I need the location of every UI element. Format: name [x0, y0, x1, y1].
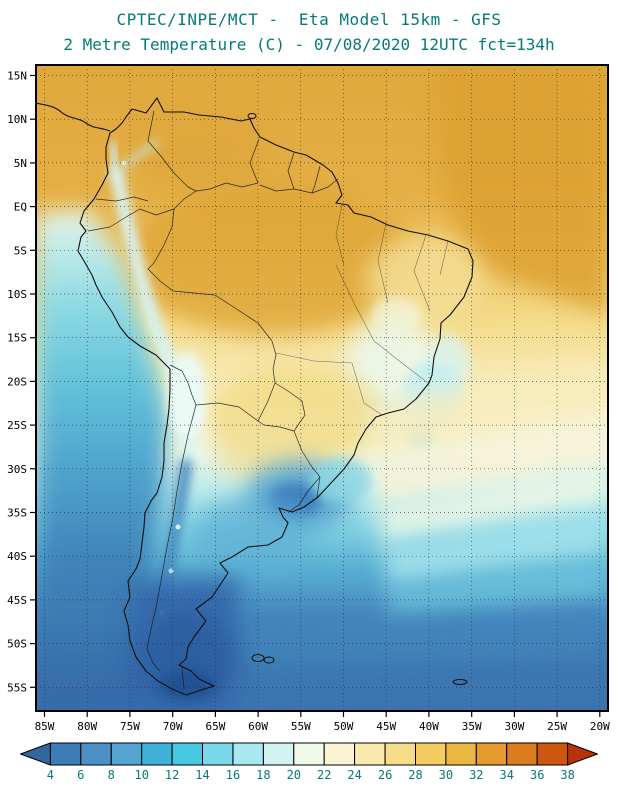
plot-title: CPTEC/INPE/MCT - Eta Model 15km - GFS: [116, 10, 502, 29]
lon-label: 50W: [334, 720, 354, 733]
graticule-grid: [36, 65, 608, 711]
colorbar-segment: [506, 742, 538, 766]
colorbar-segment: [323, 742, 356, 766]
lat-label: 5S: [14, 244, 27, 257]
colorbar-segment: [475, 742, 508, 766]
colorbar-segment: [536, 742, 569, 766]
colorbar-label: 28: [408, 768, 422, 782]
colorbar-segment: [80, 742, 112, 766]
colorbar-segment: [202, 742, 234, 766]
coastline: [36, 97, 474, 696]
colorbar-label: 8: [108, 768, 115, 782]
colorbar-label: 20: [287, 768, 301, 782]
longitude-axis: 85W 80W 75W 70W 65W 60W 55W 50W 45W 40W …: [35, 720, 611, 733]
country-borders: [87, 110, 449, 690]
colorbar-segment: [293, 742, 325, 766]
colorbar-label: 26: [378, 768, 392, 782]
colorbar-label: 10: [134, 768, 148, 782]
colorbar-label: 36: [530, 768, 544, 782]
colorbar-segment: [49, 742, 82, 766]
colorbar-segment: [384, 742, 417, 766]
lat-label: 50S: [7, 638, 27, 651]
colorbar: 4 6 8 10 12 14 16 18 20 22 24 26 28 30 3…: [20, 742, 598, 782]
lat-label: 15N: [7, 70, 27, 83]
lat-label: 25S: [7, 419, 27, 432]
colorbar-label: 22: [317, 768, 331, 782]
lon-label: 60W: [248, 720, 268, 733]
colorbar-label: 14: [195, 768, 209, 782]
lon-label: 30W: [504, 720, 524, 733]
colorbar-segment: [232, 742, 264, 766]
colorbar-labels: 4 6 8 10 12 14 16 18 20 22 24 26 28 30 3…: [47, 768, 575, 782]
axis-ticks: [30, 74, 601, 717]
plot-subtitle: 2 Metre Temperature (C) - 07/08/2020 12U…: [63, 35, 555, 54]
lat-label: 10S: [7, 288, 27, 301]
colorbar-segment: [141, 742, 173, 766]
colorbar-label: 4: [47, 768, 54, 782]
colorbar-segment: [415, 742, 447, 766]
colorbar-label: 24: [347, 768, 361, 782]
lon-label: 85W: [35, 720, 55, 733]
lon-label: 20W: [590, 720, 610, 733]
colorbar-label: 16: [226, 768, 240, 782]
colorbar-label: 30: [439, 768, 453, 782]
colorbar-label: 34: [499, 768, 513, 782]
colorbar-segment: [171, 742, 204, 766]
colorbar-segments: [20, 742, 598, 766]
lon-label: 45W: [376, 720, 396, 733]
lon-label: 55W: [291, 720, 311, 733]
colorbar-segment: [110, 742, 143, 766]
colorbar-label: 38: [560, 768, 574, 782]
temperature-map: 15N 10N 5N EQ 5S 10S 15S 20S 25S 30S 35S…: [7, 64, 611, 733]
lat-label: 15S: [7, 332, 27, 345]
colorbar-label: 18: [256, 768, 270, 782]
colorbar-segment: [354, 742, 386, 766]
plot-header: CPTEC/INPE/MCT - Eta Model 15km - GFS 2 …: [0, 0, 618, 57]
colorbar-segment: [445, 742, 477, 766]
colorbar-segment: [20, 742, 51, 766]
lat-label: 40S: [7, 550, 27, 563]
colorbar-label: 32: [469, 768, 483, 782]
lat-label: 5N: [14, 157, 27, 170]
lon-label: 80W: [77, 720, 97, 733]
lon-label: 65W: [205, 720, 225, 733]
lat-label: 30S: [7, 463, 27, 476]
temperature-field: [36, 65, 608, 711]
lon-label: 40W: [419, 720, 439, 733]
map-frame: [35, 64, 609, 712]
lon-label: 35W: [462, 720, 482, 733]
lat-label: 55S: [7, 681, 27, 694]
lon-label: 75W: [120, 720, 140, 733]
lat-label: 45S: [7, 594, 27, 607]
lon-label: 25W: [547, 720, 567, 733]
lat-label: EQ: [14, 201, 27, 214]
latitude-axis: 15N 10N 5N EQ 5S 10S 15S 20S 25S 30S 35S…: [7, 70, 27, 695]
colorbar-label: 6: [77, 768, 84, 782]
colorbar-label: 12: [165, 768, 179, 782]
lat-label: 20S: [7, 375, 27, 388]
colorbar-segment: [567, 742, 598, 766]
colorbar-segment: [262, 742, 295, 766]
lat-label: 35S: [7, 507, 27, 520]
lon-label: 70W: [163, 720, 183, 733]
lat-label: 10N: [7, 113, 27, 126]
